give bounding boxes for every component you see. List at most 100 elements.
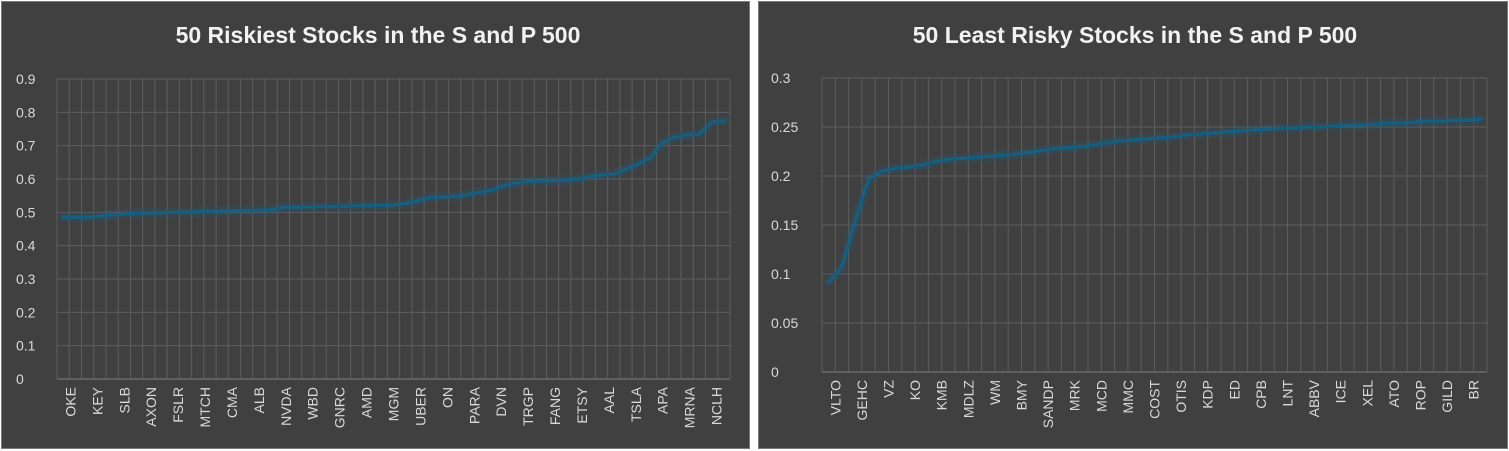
- data-point: [697, 132, 701, 136]
- data-point: [612, 172, 616, 176]
- data-point: [722, 119, 726, 123]
- data-point: [1013, 152, 1017, 156]
- data-point: [1345, 123, 1349, 127]
- data-point: [269, 208, 273, 212]
- data-point: [404, 201, 408, 205]
- x-tick-label: MCD: [1093, 380, 1109, 412]
- data-point: [122, 212, 126, 216]
- x-tick-label: GNRC: [332, 387, 348, 428]
- chart-panel-least-risky: 50 Least Risky Stocks in the S and P 500…: [758, 1, 1508, 449]
- data-point: [416, 199, 420, 203]
- y-tick-label: 0: [16, 371, 24, 387]
- data-point: [1372, 122, 1376, 126]
- x-tick-label: COST: [1147, 380, 1163, 419]
- data-point: [1106, 141, 1110, 145]
- data-point: [257, 208, 261, 212]
- x-tick-label: BR: [1466, 380, 1482, 399]
- data-point: [1465, 118, 1469, 122]
- data-point: [1212, 131, 1216, 135]
- x-tick-label: MRK: [1067, 379, 1083, 411]
- x-tick-label: AAL: [601, 387, 617, 414]
- data-point: [893, 166, 897, 170]
- data-point: [1239, 129, 1243, 133]
- x-tick-label: KDP: [1200, 380, 1216, 409]
- x-tick-label: DVN: [493, 387, 509, 417]
- series-line: [827, 117, 1482, 284]
- data-point: [281, 205, 285, 209]
- y-tick-label: 0.15: [771, 217, 798, 233]
- y-tick-label: 0.5: [16, 204, 36, 220]
- data-point: [636, 162, 640, 166]
- data-point: [330, 204, 334, 208]
- data-point: [1186, 133, 1190, 137]
- data-point: [946, 157, 950, 161]
- data-point: [1026, 151, 1030, 154]
- data-point: [880, 169, 884, 173]
- data-point: [184, 210, 187, 214]
- data-point: [1412, 120, 1416, 124]
- x-tick-label: WBD: [305, 387, 321, 420]
- x-tick-label: ETSY: [574, 386, 590, 423]
- data-point: [1279, 126, 1283, 130]
- y-tick-label: 0.1: [16, 338, 36, 354]
- data-point: [232, 209, 236, 213]
- x-tick-label: VZ: [881, 380, 897, 398]
- data-point: [1159, 136, 1163, 140]
- data-point: [1292, 126, 1296, 130]
- x-tick-label: CPB: [1253, 380, 1269, 409]
- data-point: [489, 188, 493, 192]
- data-point: [1173, 135, 1176, 139]
- data-point: [1199, 132, 1203, 136]
- data-point: [1359, 123, 1363, 127]
- x-tick-label: ON: [439, 387, 455, 408]
- data-point: [960, 156, 964, 160]
- x-tick-label: APA: [655, 386, 671, 414]
- data-point: [986, 154, 990, 158]
- data-point: [110, 213, 114, 217]
- data-point: [1040, 149, 1043, 152]
- data-point: [220, 209, 224, 213]
- data-point: [73, 215, 77, 219]
- data-point: [600, 173, 603, 177]
- x-tick-label: GEHC: [854, 380, 870, 420]
- data-point: [933, 159, 937, 163]
- data-point: [171, 210, 175, 214]
- data-point: [840, 264, 844, 268]
- chart-panel-riskiest: 50 Riskiest Stocks in the S and P 500 0 0…: [1, 1, 750, 449]
- x-tick-label: ABBV: [1306, 379, 1322, 417]
- data-point: [1226, 130, 1230, 134]
- data-point: [294, 205, 298, 209]
- data-point: [1425, 119, 1429, 123]
- data-point: [906, 165, 910, 169]
- data-point: [428, 195, 432, 199]
- x-tick-label: SLB: [116, 387, 132, 413]
- data-point: [920, 163, 924, 167]
- y-tick-label: 0.2: [16, 304, 36, 320]
- data-point: [1053, 147, 1057, 151]
- data-point: [1133, 138, 1137, 142]
- x-tick-label: UBER: [412, 387, 428, 426]
- data-point: [827, 280, 831, 284]
- data-point: [1266, 127, 1270, 131]
- data-point: [306, 205, 310, 209]
- x-tick-label: ED: [1226, 380, 1242, 399]
- x-tick-label: BMY: [1014, 379, 1030, 410]
- x-tick-label: PARA: [466, 386, 482, 424]
- x-tick-label: MTCH: [197, 387, 213, 427]
- x-tick-label: NCLH: [709, 387, 725, 425]
- x-tick-label: MRNA: [682, 386, 698, 428]
- x-tick-label: FANG: [547, 387, 563, 425]
- data-point: [1146, 137, 1150, 141]
- x-tick-label: TRGP: [520, 387, 536, 426]
- x-tick-label: OTIS: [1173, 380, 1189, 413]
- data-point: [710, 120, 714, 124]
- data-point: [135, 211, 138, 215]
- data-point: [1252, 128, 1256, 132]
- x-tick-label: AXON: [143, 387, 159, 427]
- x-tick-label: ICE: [1333, 380, 1349, 403]
- y-tick-label: 0.9: [16, 71, 36, 87]
- x-tick-label: FSLR: [170, 387, 186, 423]
- data-point: [159, 211, 163, 215]
- y-tick-label: 0.1: [771, 266, 791, 282]
- data-point: [538, 179, 542, 183]
